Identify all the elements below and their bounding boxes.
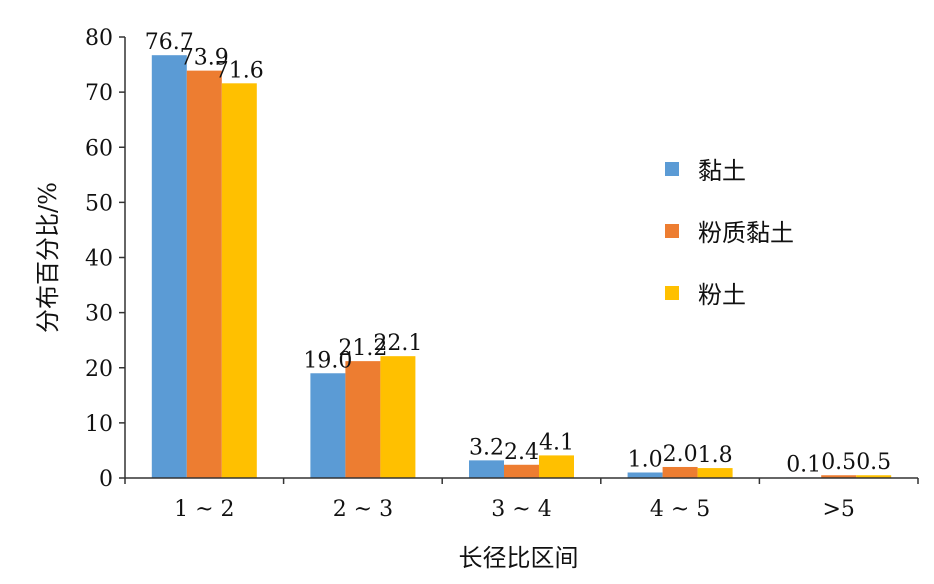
data-label: 0.5 (821, 450, 856, 475)
y-tick-label: 80 (85, 26, 113, 51)
bar (221, 83, 257, 479)
bar (662, 466, 698, 478)
legend-label: 粉土 (698, 281, 746, 309)
legend-swatch (665, 162, 679, 176)
bar (345, 361, 381, 478)
x-tick-label: 1 ~ 2 (174, 497, 234, 522)
y-tick-label: 20 (85, 357, 113, 382)
data-label: 76.7 (145, 30, 194, 55)
y-tick-label: 10 (85, 412, 113, 437)
bar (539, 455, 574, 478)
bar (151, 55, 187, 478)
data-label: 1.8 (698, 443, 733, 468)
bar (469, 460, 504, 478)
y-axis-ticks: 0 10 20 30 40 50 60 70 80 (85, 26, 125, 492)
y-tick-label: 0 (99, 467, 113, 492)
bar (504, 464, 539, 478)
data-label: 4.1 (539, 430, 574, 455)
x-tick-label: 2 ~ 3 (333, 497, 393, 522)
legend-label: 黏土 (698, 157, 746, 185)
data-label: 73.9 (180, 46, 229, 71)
y-tick-label: 30 (85, 302, 113, 327)
bar (856, 475, 892, 478)
y-axis-title: 分布百分比/% (34, 182, 62, 333)
legend-label: 粉质黏土 (698, 219, 794, 247)
x-axis-ticks: 1 ~ 2 2 ~ 3 3 ~ 4 4 ~ 5 >5 (124, 478, 919, 522)
data-label: 0.5 (856, 450, 891, 475)
data-label: 2.0 (663, 442, 698, 467)
y-tick-label: 70 (85, 81, 113, 106)
x-tick-label: >5 (822, 497, 854, 522)
x-tick-label: 4 ~ 5 (650, 497, 710, 522)
x-tick-label: 3 ~ 4 (491, 497, 551, 522)
data-label: 1.0 (628, 447, 663, 472)
y-tick-label: 40 (85, 247, 113, 272)
y-tick-label: 60 (85, 136, 113, 161)
data-label: 19.0 (303, 348, 352, 373)
bars (151, 55, 892, 479)
data-labels: 76.773.971.6 19.021.222.1 3.2 2.4 4.1 1.0 2.0 1… (145, 30, 891, 477)
data-label: 21.2 (338, 336, 387, 361)
x-axis-title: 长径比区间 (459, 544, 579, 572)
bar (310, 373, 346, 478)
bar (697, 468, 733, 478)
legend-swatch (665, 224, 679, 238)
bar (821, 475, 857, 478)
bar (627, 472, 663, 478)
data-label: 0.1 (786, 452, 821, 477)
data-label: 3.2 (469, 435, 504, 460)
bar (186, 70, 222, 478)
bar (380, 356, 416, 478)
data-label: 2.4 (504, 440, 539, 465)
y-tick-label: 50 (85, 191, 113, 216)
legend-swatch (665, 286, 679, 300)
data-label: 71.6 (215, 58, 264, 83)
data-label: 22.1 (373, 331, 422, 356)
